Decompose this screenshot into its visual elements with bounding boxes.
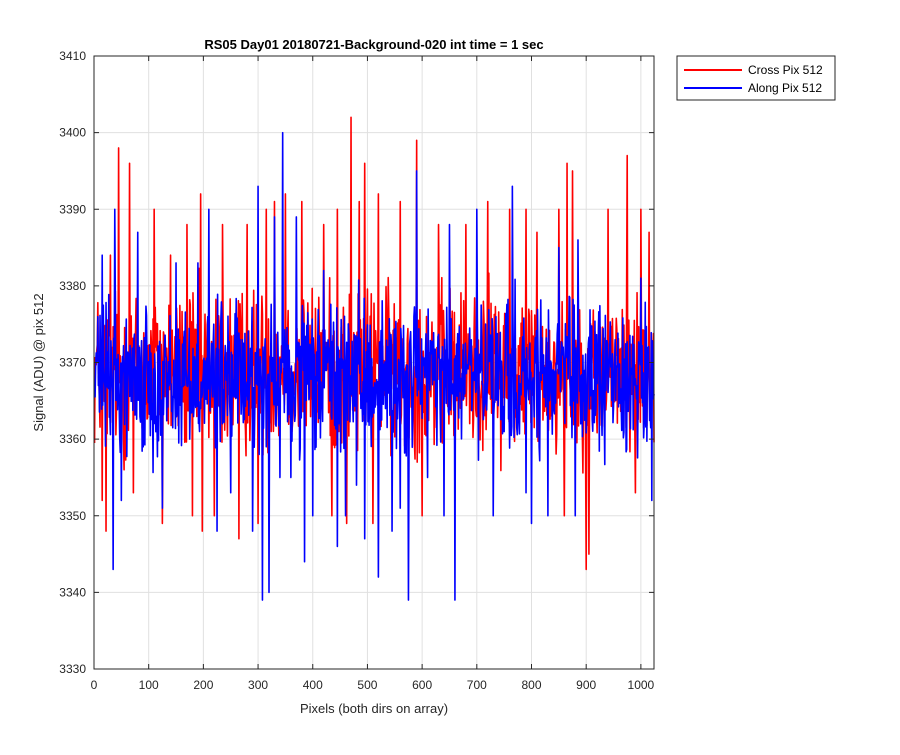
x-tick-label: 200 bbox=[193, 678, 213, 692]
x-tick-label: 300 bbox=[248, 678, 268, 692]
y-tick-label: 3330 bbox=[59, 662, 86, 676]
x-tick-label: 900 bbox=[576, 678, 596, 692]
legend-label-along: Along Pix 512 bbox=[748, 81, 822, 95]
x-tick-label: 700 bbox=[467, 678, 487, 692]
chart-title: RS05 Day01 20180721-Background-020 int t… bbox=[204, 37, 543, 52]
y-tick-label: 3340 bbox=[59, 585, 86, 599]
y-tick-label: 3410 bbox=[59, 49, 86, 63]
y-tick-label: 3390 bbox=[59, 202, 86, 216]
y-tick-label: 3360 bbox=[59, 432, 86, 446]
y-tick-label: 3400 bbox=[59, 126, 86, 140]
legend-box bbox=[676, 55, 836, 101]
y-tick-label: 3350 bbox=[59, 509, 86, 523]
x-tick-label: 800 bbox=[521, 678, 541, 692]
y-axis-label: Signal (ADU) @ pix 512 bbox=[31, 293, 46, 431]
series-layer bbox=[93, 116, 655, 601]
x-tick-label: 500 bbox=[357, 678, 377, 692]
x-axis-label: Pixels (both dirs on array) bbox=[300, 701, 448, 716]
y-tick-label: 3380 bbox=[59, 279, 86, 293]
x-tick-label: 100 bbox=[139, 678, 159, 692]
x-tick-label: 1000 bbox=[628, 678, 655, 692]
x-tick-label: 600 bbox=[412, 678, 432, 692]
ticks: 0 100 200 300 400 500 600 700 800 900 1000 3330 3340… bbox=[59, 49, 654, 692]
legend-label-cross: Cross Pix 512 bbox=[748, 63, 823, 77]
x-tick-label: 0 bbox=[91, 678, 98, 692]
series-line-along bbox=[93, 131, 655, 601]
x-tick-label: 400 bbox=[303, 678, 323, 692]
legend: Cross Pix 512 Along Pix 512 bbox=[676, 55, 836, 101]
y-tick-label: 3370 bbox=[59, 356, 86, 370]
